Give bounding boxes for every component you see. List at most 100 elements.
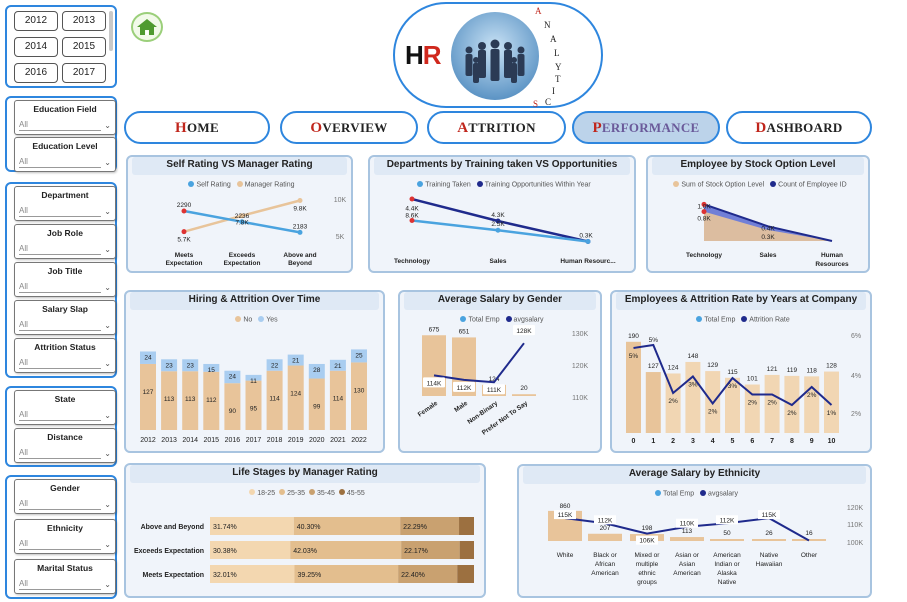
segment-25-35: [293, 517, 401, 535]
self-value-label: 2290: [177, 202, 192, 209]
nav-attrition[interactable]: ATTRITION: [427, 111, 566, 144]
rate-label: 2%: [748, 400, 758, 407]
chevron-down-icon[interactable]: ⌄: [104, 158, 111, 167]
bar-label: 50: [723, 530, 731, 537]
year-option[interactable]: 2015: [62, 37, 106, 57]
slicer-label: Ethnicity: [47, 523, 83, 533]
rate-label: 5%: [649, 337, 659, 344]
bar-no-label: 130: [354, 387, 365, 394]
slicer-attrition-status[interactable]: Attrition Status All ⌄: [14, 338, 116, 373]
bar-no: [182, 371, 199, 430]
slicer-education-field[interactable]: Education Field All ⌄: [14, 100, 116, 135]
manager-value-label: 5.7K: [177, 237, 191, 244]
slicer-salary-slap[interactable]: Salary Slap All ⌄: [14, 300, 116, 335]
slicer-value[interactable]: All: [19, 157, 101, 168]
chevron-down-icon[interactable]: ⌄: [104, 540, 111, 549]
slicer-value[interactable]: All: [19, 539, 101, 550]
year-option[interactable]: 2012: [14, 11, 58, 31]
salary-gender-card: Average Salary by Gender Total Emp avgsa…: [398, 290, 602, 453]
slicer-value[interactable]: All: [19, 320, 101, 331]
chevron-down-icon[interactable]: ⌄: [104, 449, 111, 458]
bar-yes: [329, 359, 346, 371]
chevron-down-icon[interactable]: ⌄: [104, 283, 111, 292]
slicer-department[interactable]: Department All ⌄: [14, 186, 116, 221]
slicer-education-level[interactable]: Education Level All ⌄: [14, 137, 116, 172]
stock-chart: 1.0K 0.8K 0.4K 0.3K Technology Sales Human Reso…: [686, 201, 849, 268]
bar-yes: [351, 349, 367, 363]
slicer-state[interactable]: State All ⌄: [14, 390, 116, 425]
year-option[interactable]: 2017: [62, 63, 106, 83]
salary-label-bg: [594, 515, 616, 525]
nav-overview[interactable]: OVERVIEW: [280, 111, 418, 144]
chevron-down-icon[interactable]: ⌄: [104, 207, 111, 216]
x-tick-label: 2: [671, 438, 675, 445]
segment-18-25: [210, 541, 291, 559]
slicer-value[interactable]: All: [19, 206, 101, 217]
salary-ethnicity-card: Average Salary by Ethnicity Total Emp av…: [517, 464, 872, 598]
bar-yes-label: 11: [250, 378, 257, 385]
years-at-company-card: Employees & Attrition Rate by Years at C…: [610, 290, 872, 453]
self-value-label: 2236: [235, 213, 250, 220]
x-tick-label: 2017: [246, 437, 262, 444]
bar-no: [351, 362, 367, 430]
x-tick-label: 2018: [267, 437, 283, 444]
chart-title: Average Salary by Ethnicity: [628, 468, 761, 479]
slicer-job-role[interactable]: Job Role All ⌄: [14, 224, 116, 259]
nav-dashboard[interactable]: DASHBOARD: [726, 111, 872, 144]
slicer-value[interactable]: All: [19, 499, 101, 510]
rate-label: 2%: [787, 410, 797, 417]
slicer-value[interactable]: All: [19, 410, 101, 421]
bar-no-label: 124: [290, 391, 301, 398]
slicer-value[interactable]: All: [19, 448, 101, 459]
manager-point: [239, 213, 245, 219]
slicer-ethnicity[interactable]: Ethnicity All ⌄: [14, 519, 116, 554]
training-card: Departments by Training taken VS Opportu…: [368, 155, 636, 273]
slicer-value[interactable]: All: [19, 358, 101, 369]
year-slicer-scrollbar[interactable]: [109, 11, 113, 51]
chevron-down-icon[interactable]: ⌄: [104, 321, 111, 330]
chevron-down-icon[interactable]: ⌄: [104, 500, 111, 509]
salary-label: 106K: [639, 538, 655, 545]
home-button[interactable]: [131, 12, 163, 42]
logo-letter: Y: [555, 62, 562, 72]
slicer-gender[interactable]: Gender All ⌄: [14, 479, 116, 514]
slicer-value[interactable]: All: [19, 282, 101, 293]
bar-label: 124: [489, 376, 500, 383]
x-tick-label: 2016: [225, 437, 241, 444]
job-slicer-group: Department All ⌄ Job Role All ⌄ Job Title All ⌄ S…: [5, 182, 117, 378]
axis-tick: 4%: [851, 373, 861, 380]
slicer-job-title[interactable]: Job Title All ⌄: [14, 262, 116, 297]
rate-label: 3%: [688, 382, 698, 389]
value-label: 8.6K: [405, 213, 419, 220]
location-slicer-group: State All ⌄ Distance All ⌄: [5, 386, 117, 467]
slicer-value[interactable]: All: [19, 579, 101, 590]
segment-label: 42.03%: [293, 548, 317, 555]
chevron-down-icon[interactable]: ⌄: [104, 245, 111, 254]
year-option[interactable]: 2013: [62, 11, 106, 31]
chevron-down-icon[interactable]: ⌄: [104, 121, 111, 130]
year-option[interactable]: 2014: [14, 37, 58, 57]
salary-label: 111K: [487, 387, 502, 394]
nav-home[interactable]: HOME: [124, 111, 270, 144]
chevron-down-icon[interactable]: ⌄: [104, 359, 111, 368]
slicer-label: State: [54, 394, 76, 404]
chart-title: Self Rating VS Manager Rating: [166, 159, 313, 170]
slicer-value[interactable]: All: [19, 120, 101, 131]
x-tick-label: 1: [651, 438, 655, 445]
slicer-value[interactable]: All: [19, 244, 101, 255]
slicer-distance[interactable]: Distance All ⌄: [14, 428, 116, 463]
logo-letter: L: [554, 48, 560, 58]
year-option[interactable]: 2016: [14, 63, 58, 83]
chevron-down-icon[interactable]: ⌄: [104, 580, 111, 589]
bar-yes: [140, 351, 156, 364]
bar-no-label: 114: [333, 396, 344, 403]
slicer-label: Job Role: [47, 228, 83, 238]
hiring-attrition-card: Hiring & Attrition Over Time No Yes 127 2…: [124, 290, 385, 453]
nav-performance[interactable]: PERFORMANCE: [572, 111, 720, 144]
rate-label: 5%: [629, 353, 639, 360]
slicer-marital-status[interactable]: Marital Status All ⌄: [14, 559, 116, 594]
chevron-down-icon[interactable]: ⌄: [104, 411, 111, 420]
